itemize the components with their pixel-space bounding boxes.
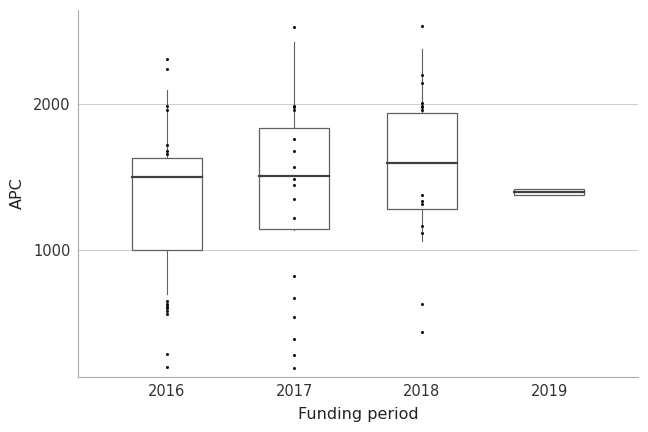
X-axis label: Funding period: Funding period bbox=[297, 407, 418, 422]
Y-axis label: APC: APC bbox=[10, 178, 25, 209]
Bar bbox=[132, 159, 202, 250]
Bar bbox=[514, 189, 584, 195]
Bar bbox=[259, 128, 329, 229]
Bar bbox=[387, 113, 457, 209]
